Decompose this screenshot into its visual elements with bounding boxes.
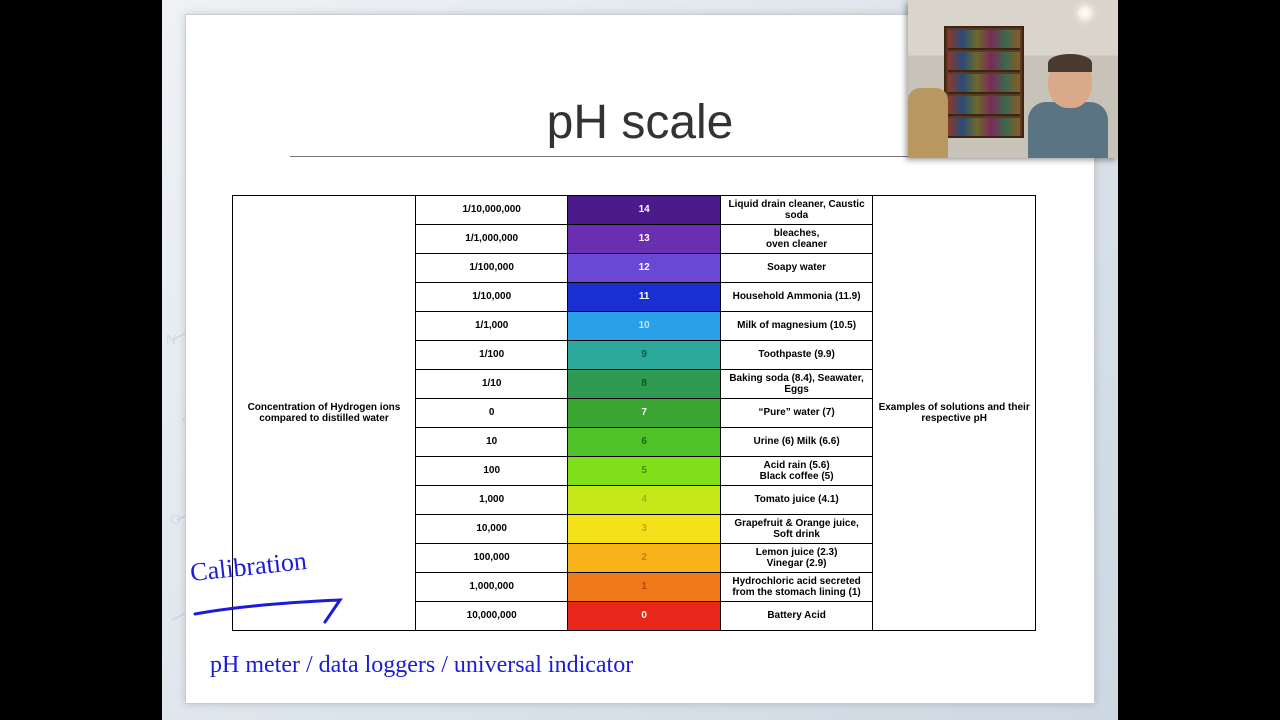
svg-text:N: N bbox=[166, 331, 176, 347]
example-cell: Battery Acid bbox=[720, 602, 872, 631]
presenter-avatar bbox=[1022, 48, 1112, 158]
concentration-cell: 100,000 bbox=[415, 544, 567, 573]
concentration-cell: 1/100,000 bbox=[415, 254, 567, 283]
example-cell: Urine (6) Milk (6.6) bbox=[720, 428, 872, 457]
concentration-cell: 1,000,000 bbox=[415, 573, 567, 602]
ph-value-cell: 1 bbox=[568, 573, 720, 602]
concentration-cell: 1/1,000 bbox=[415, 312, 567, 341]
ph-value-cell: 0 bbox=[568, 602, 720, 631]
ceiling-light-icon bbox=[1078, 6, 1092, 20]
ph-value-cell: 14 bbox=[568, 196, 720, 225]
example-cell: Tomato juice (4.1) bbox=[720, 486, 872, 515]
example-cell: Milk of magnesium (10.5) bbox=[720, 312, 872, 341]
concentration-cell: 1/10,000,000 bbox=[415, 196, 567, 225]
ph-value-cell: 12 bbox=[568, 254, 720, 283]
concentration-cell: 1/10 bbox=[415, 370, 567, 399]
bookshelf-icon bbox=[944, 26, 1024, 138]
ph-value-cell: 10 bbox=[568, 312, 720, 341]
concentration-cell: 1/10,000 bbox=[415, 283, 567, 312]
example-cell: Acid rain (5.6)Black coffee (5) bbox=[720, 457, 872, 486]
concentration-cell: 10 bbox=[415, 428, 567, 457]
ph-value-cell: 2 bbox=[568, 544, 720, 573]
ph-scale-table: Concentration of Hydrogen ions compared … bbox=[232, 195, 1036, 631]
concentration-cell: 1,000 bbox=[415, 486, 567, 515]
concentration-cell: 10,000 bbox=[415, 515, 567, 544]
concentration-cell: 10,000,000 bbox=[415, 602, 567, 631]
example-cell: Soapy water bbox=[720, 254, 872, 283]
example-cell: Toothpaste (9.9) bbox=[720, 341, 872, 370]
ph-value-cell: 13 bbox=[568, 225, 720, 254]
example-cell: Hydrochloric acid secreted from the stom… bbox=[720, 573, 872, 602]
ph-value-cell: 3 bbox=[568, 515, 720, 544]
handwritten-bottom-note: pH meter / data loggers / universal indi… bbox=[210, 652, 633, 679]
right-header-label: Examples of solutions and their respecti… bbox=[873, 196, 1036, 631]
svg-text:O: O bbox=[170, 511, 181, 527]
example-cell: “Pure” water (7) bbox=[720, 399, 872, 428]
example-cell: Household Ammonia (11.9) bbox=[720, 283, 872, 312]
ph-value-cell: 6 bbox=[568, 428, 720, 457]
table-row: Concentration of Hydrogen ions compared … bbox=[233, 196, 1036, 225]
ph-value-cell: 8 bbox=[568, 370, 720, 399]
example-cell: Lemon juice (2.3)Vinegar (2.9) bbox=[720, 544, 872, 573]
ph-value-cell: 4 bbox=[568, 486, 720, 515]
example-cell: Grapefruit & Orange juice, Soft drink bbox=[720, 515, 872, 544]
example-cell: Baking soda (8.4), Seawater, Eggs bbox=[720, 370, 872, 399]
ph-value-cell: 11 bbox=[568, 283, 720, 312]
example-cell: bleaches,oven cleaner bbox=[720, 225, 872, 254]
concentration-cell: 1/1,000,000 bbox=[415, 225, 567, 254]
concentration-cell: 1/100 bbox=[415, 341, 567, 370]
concentration-cell: 100 bbox=[415, 457, 567, 486]
ph-value-cell: 7 bbox=[568, 399, 720, 428]
chair-icon bbox=[908, 88, 948, 158]
title-underline bbox=[290, 156, 990, 157]
concentration-cell: 0 bbox=[415, 399, 567, 428]
example-cell: Liquid drain cleaner, Caustic soda bbox=[720, 196, 872, 225]
ph-value-cell: 9 bbox=[568, 341, 720, 370]
ph-value-cell: 5 bbox=[568, 457, 720, 486]
webcam-overlay bbox=[908, 0, 1118, 158]
